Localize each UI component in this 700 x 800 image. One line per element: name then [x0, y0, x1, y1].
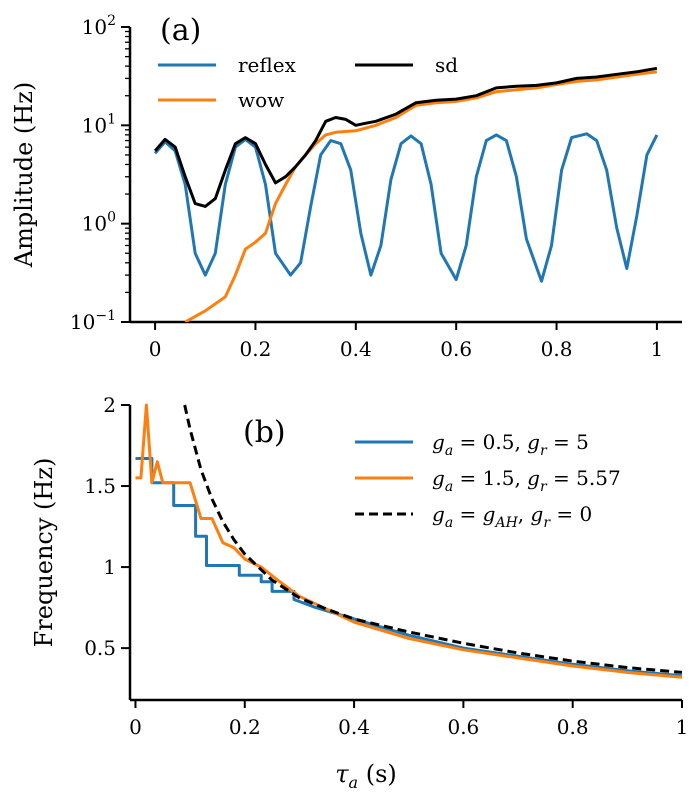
legend-subscript: r	[540, 443, 548, 459]
legend-subscript: r	[540, 479, 548, 495]
x-tick-label: 0	[149, 337, 162, 361]
x-axis-label: τa (s)	[335, 760, 397, 792]
legend-var: g	[531, 502, 544, 526]
legend-subscript: a	[445, 515, 453, 531]
y-axis-label: Amplitude (Hz)	[10, 82, 38, 268]
y-tick-exponent: 2	[107, 13, 116, 29]
x-tick-label: 0.2	[229, 715, 261, 739]
panel-label: (a)	[160, 13, 201, 48]
series-line-3	[183, 404, 683, 674]
legend-var: g	[432, 466, 445, 490]
x-tick-label: 1	[676, 715, 689, 739]
legend-value: = 0.5,	[453, 430, 527, 454]
legend-label-wow: wow	[238, 88, 284, 112]
legend-var: g	[527, 466, 540, 490]
x-tick-label: 0.4	[338, 715, 370, 739]
y-tick-label: 0.5	[84, 636, 116, 660]
x-label-subscript: a	[349, 773, 359, 792]
x-tick-label: 0.8	[557, 715, 589, 739]
legend-value: ,	[518, 502, 531, 526]
y-tick-exponent: −1	[95, 308, 116, 324]
x-tick-label: 0.8	[541, 337, 573, 361]
y-tick-exponent: 1	[107, 111, 116, 127]
legend-subscript: a	[445, 443, 453, 459]
series-group	[153, 66, 659, 322]
x-tick-label: 0.6	[440, 337, 472, 361]
x-tick-label: 0.4	[340, 337, 372, 361]
y-tick-label: 102	[82, 13, 116, 39]
y-axis-label: Frequency (Hz)	[30, 458, 58, 648]
y-tick-label: 101	[82, 111, 116, 137]
y-tick-base: 10	[70, 310, 95, 334]
legend-label-2: ga = 1.5, gr = 5.57	[432, 466, 621, 495]
y-tick-label: 1.5	[84, 474, 116, 498]
x-tick-label: 0.6	[447, 715, 479, 739]
legend-label-reflex: reflex	[238, 53, 297, 77]
legend-value: = 0	[550, 502, 592, 526]
legend-label-sd: sd	[435, 53, 458, 77]
legend-var: g	[483, 502, 496, 526]
legend-value: = 5	[547, 430, 589, 454]
legend-value: = 5.57	[547, 466, 621, 490]
legend-value: =	[453, 502, 482, 526]
series-line-sd	[153, 66, 658, 208]
x-tick-label: 0	[129, 715, 142, 739]
y-tick-exponent: 0	[107, 210, 116, 226]
x-label-unit: (s)	[358, 760, 397, 788]
x-tick-label: 1	[651, 337, 664, 361]
series-line-wow	[184, 70, 658, 322]
y-tick-base: 10	[82, 212, 107, 236]
y-tick-label: 1	[103, 555, 116, 579]
y-tick-label: 2	[103, 393, 116, 417]
series-line-1	[135, 457, 683, 678]
x-label-symbol: τ	[335, 760, 349, 788]
legend-value: = 1.5,	[453, 466, 527, 490]
legend-label-1: ga = 0.5, gr = 5	[432, 430, 589, 459]
legend-subscript: r	[543, 515, 551, 531]
y-tick-label: 10−1	[70, 308, 116, 334]
legend-var: g	[432, 502, 445, 526]
y-tick-label: 100	[82, 210, 116, 236]
series-group	[135, 403, 683, 679]
legend-subscript: a	[445, 479, 453, 495]
series-line-2	[135, 403, 683, 679]
legend-var: g	[432, 430, 445, 454]
legend-subscript: AH	[493, 515, 518, 531]
legend-label-3: ga = gAH, gr = 0	[432, 502, 592, 531]
y-tick-base: 10	[82, 15, 107, 39]
legend-var: g	[527, 430, 540, 454]
x-tick-label: 0.2	[240, 337, 272, 361]
y-tick-base: 10	[82, 113, 107, 137]
panel-label: (b)	[243, 415, 286, 450]
